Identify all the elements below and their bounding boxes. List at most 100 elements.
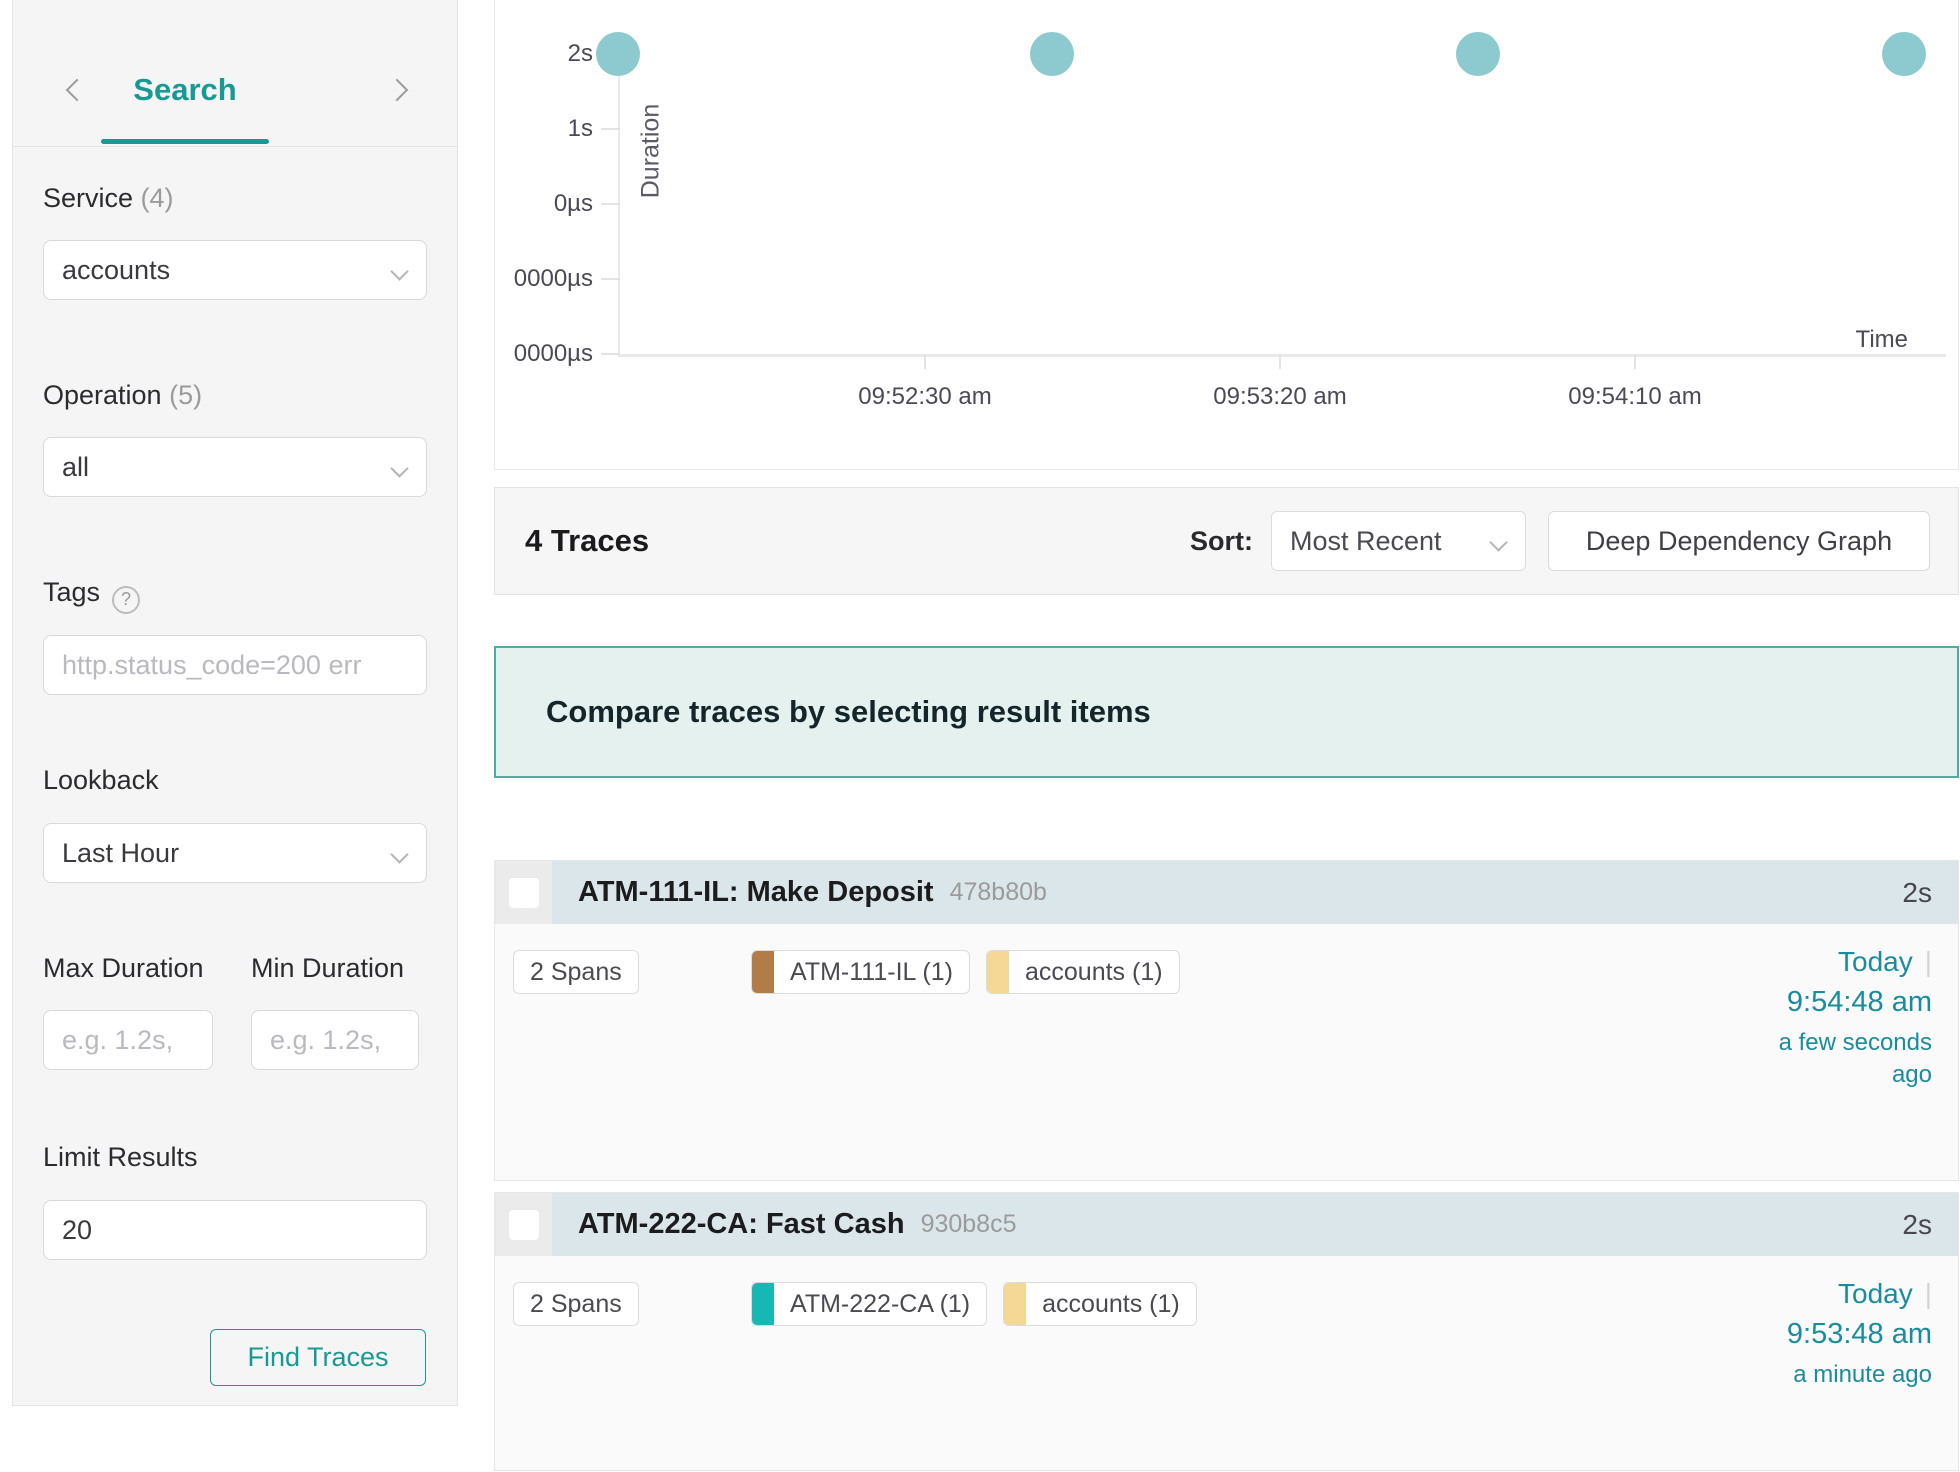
chevron-down-icon	[390, 845, 409, 864]
x-tick	[1634, 354, 1636, 369]
checkbox-cell	[495, 1193, 552, 1256]
operation-count: (5)	[169, 380, 203, 410]
service-color-swatch	[752, 951, 774, 993]
trace-result-card[interactable]: ATM-222-CA: Fast Cash 930b8c5 2s 2 Spans…	[494, 1192, 1959, 1471]
trace-scatter-point[interactable]	[596, 32, 640, 76]
chevron-down-icon	[1489, 533, 1508, 552]
y-tick	[601, 203, 620, 205]
x-axis-title: Time	[1855, 326, 1908, 353]
x-tick	[1279, 354, 1281, 369]
compare-banner: Compare traces by selecting result items	[494, 646, 1959, 778]
trace-id: 478b80b	[949, 878, 1047, 906]
service-select[interactable]: accounts	[43, 240, 427, 300]
service-select-value: accounts	[62, 254, 171, 285]
trace-tags-row: 2 Spans ATM-222-CA (1) accounts (1)	[513, 1282, 1213, 1326]
y-tick-label: 1s	[567, 115, 593, 142]
trace-count: 4 Traces	[525, 523, 650, 558]
x-tick	[924, 354, 926, 369]
service-pill: accounts (1)	[1003, 1282, 1197, 1326]
service-pill: ATM-222-CA (1)	[751, 1282, 988, 1326]
trace-checkbox[interactable]	[508, 877, 539, 908]
sort-label: Sort:	[1190, 525, 1253, 556]
y-tick	[601, 353, 620, 355]
lookback-label: Lookback	[43, 765, 159, 796]
trace-title[interactable]: ATM-222-CA: Fast Cash	[578, 1208, 905, 1240]
service-color-swatch	[987, 951, 1009, 993]
find-traces-button[interactable]: Find Traces	[210, 1329, 426, 1386]
chevron-down-icon	[390, 459, 409, 478]
trace-scatter-point[interactable]	[1030, 32, 1074, 76]
min-duration-input[interactable]	[251, 1010, 419, 1070]
chevron-down-icon	[390, 262, 409, 281]
operation-select-value: all	[62, 451, 90, 482]
x-tick-label: 09:54:10 am	[1568, 383, 1702, 410]
trace-timestamp: Today | 9:53:48 am a minute ago	[1747, 1278, 1932, 1391]
service-pill-label: accounts (1)	[1025, 957, 1163, 986]
service-pill-label: ATM-111-IL (1)	[790, 957, 953, 986]
trace-title[interactable]: ATM-111-IL: Make Deposit	[578, 876, 934, 908]
service-count: (4)	[140, 183, 174, 213]
y-tick-label: 2s	[567, 40, 593, 67]
service-color-swatch	[1004, 1283, 1027, 1325]
x-axis-line	[618, 354, 1946, 357]
operation-label-text: Operation	[43, 380, 162, 410]
trace-relative-time: a few seconds ago	[1778, 1029, 1932, 1088]
trace-card-body: 2 Spans ATM-111-IL (1) accounts (1) Toda…	[495, 924, 1958, 1180]
limit-results-label: Limit Results	[43, 1142, 198, 1173]
lookback-label-text: Lookback	[43, 765, 159, 795]
y-tick-label: 0µs	[553, 190, 593, 217]
y-tick-label: 0000µs	[513, 340, 593, 367]
trace-result-card[interactable]: ATM-111-IL: Make Deposit 478b80b 2s 2 Sp…	[494, 860, 1959, 1181]
service-label-text: Service	[43, 183, 134, 213]
service-pill: accounts (1)	[986, 950, 1180, 994]
trace-checkbox[interactable]	[508, 1209, 539, 1240]
y-tick	[601, 128, 620, 130]
sort-select-value: Most Recent	[1290, 525, 1442, 556]
trace-scatter-point[interactable]	[1456, 32, 1500, 76]
lookback-select-value: Last Hour	[62, 837, 180, 868]
chevron-left-icon[interactable]	[65, 78, 89, 102]
min-duration-label: Min Duration	[251, 953, 404, 984]
service-label: Service (4)	[43, 183, 174, 214]
span-count-pill: 2 Spans	[513, 950, 639, 994]
service-pill-label: accounts (1)	[1042, 1289, 1180, 1318]
x-tick-label: 09:53:20 am	[1213, 383, 1347, 410]
trace-time: 9:54:48 am	[1786, 986, 1932, 1018]
separator: |	[1924, 1278, 1932, 1309]
compare-banner-text: Compare traces by selecting result items	[546, 694, 1151, 729]
span-count-cell: 2 Spans	[513, 950, 751, 994]
limit-results-label-text: Limit Results	[43, 1142, 198, 1172]
trace-card-body: 2 Spans ATM-222-CA (1) accounts (1) Toda…	[495, 1256, 1958, 1470]
span-count-cell: 2 Spans	[513, 1282, 751, 1326]
y-tick	[601, 278, 620, 280]
chevron-right-icon[interactable]	[385, 78, 409, 102]
trace-card-header: ATM-222-CA: Fast Cash 930b8c5 2s	[495, 1193, 1958, 1256]
lookback-select[interactable]: Last Hour	[43, 823, 427, 883]
y-axis-title: Duration	[636, 103, 665, 199]
max-duration-label: Max Duration	[43, 953, 204, 984]
trace-date: Today |	[1838, 1278, 1932, 1309]
service-pill-label: ATM-222-CA (1)	[790, 1289, 971, 1318]
max-duration-input[interactable]	[43, 1010, 213, 1070]
results-header-bar: 4 Traces Sort: Most Recent Deep Dependen…	[494, 487, 1959, 595]
trace-duration: 2s	[1902, 1208, 1932, 1240]
help-icon[interactable]: ?	[112, 585, 141, 614]
tags-input[interactable]	[43, 635, 427, 695]
trace-time: 9:53:48 am	[1786, 1318, 1932, 1350]
operation-select[interactable]: all	[43, 437, 427, 497]
trace-duration: 2s	[1902, 876, 1932, 908]
trace-scatter-point[interactable]	[1882, 32, 1926, 76]
service-pill: ATM-111-IL (1)	[751, 950, 970, 994]
separator: |	[1924, 946, 1932, 977]
limit-results-input[interactable]	[43, 1200, 427, 1260]
tab-search[interactable]: Search	[133, 72, 237, 107]
y-axis-line	[618, 36, 620, 357]
trace-id: 930b8c5	[920, 1210, 1017, 1238]
trace-relative-time: a minute ago	[1793, 1361, 1932, 1388]
deep-dependency-graph-button[interactable]: Deep Dependency Graph	[1548, 511, 1930, 571]
sort-select[interactable]: Most Recent	[1271, 511, 1526, 571]
operation-label: Operation (5)	[43, 380, 202, 411]
sidebar-tab-bar: Search	[13, 0, 457, 147]
trace-tags-row: 2 Spans ATM-111-IL (1) accounts (1)	[513, 950, 1196, 994]
